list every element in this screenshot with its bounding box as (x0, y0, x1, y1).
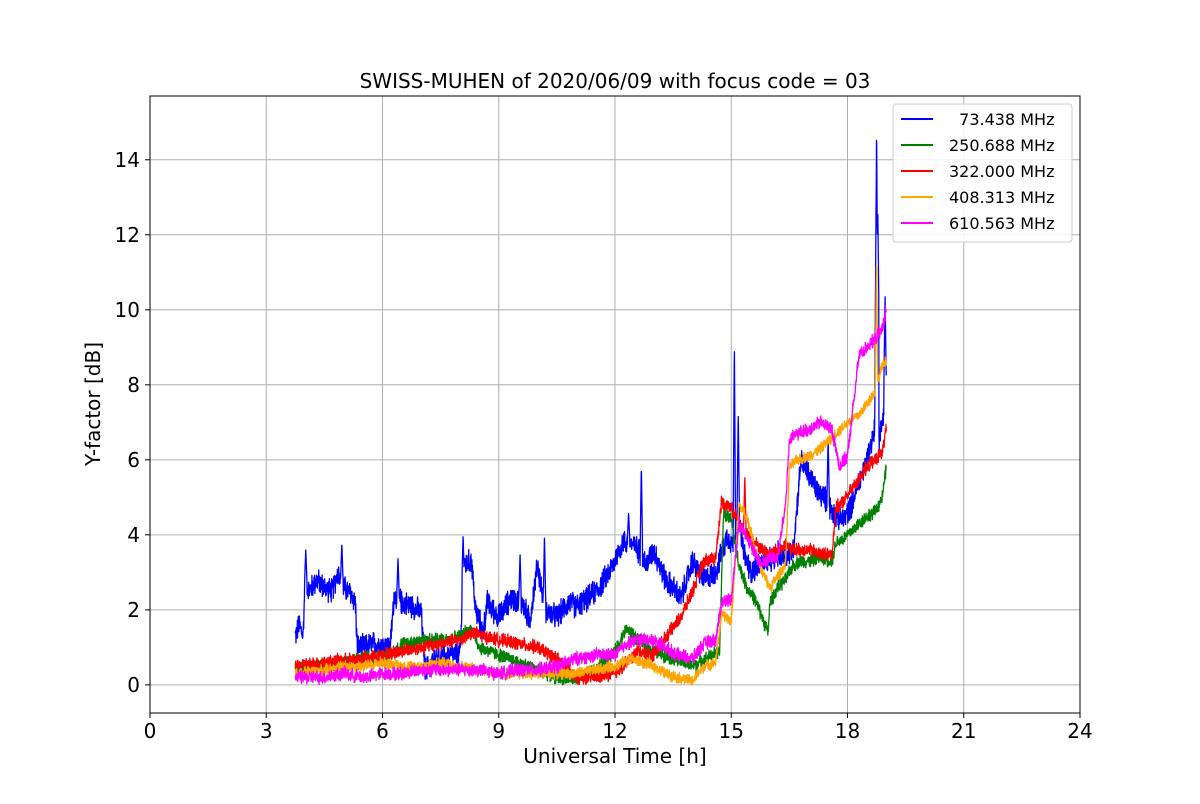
x-tick-label: 15 (719, 719, 744, 743)
legend-label-4: 610.563 MHz (949, 214, 1054, 233)
x-axis-label: Universal Time [h] (523, 744, 706, 768)
y-tick-label: 14 (115, 148, 140, 172)
y-tick-label: 0 (127, 673, 140, 697)
legend-label-2: 322.000 MHz (949, 162, 1054, 181)
legend: 73.438 MHz 250.688 MHz 322.000 MHz 408.313 … (892, 103, 1073, 243)
x-tick-label: 21 (951, 719, 976, 743)
legend-label-1: 250.688 MHz (949, 136, 1054, 155)
y-tick-label: 10 (115, 298, 140, 322)
series-line-0 (294, 139, 887, 680)
x-tick-label: 0 (144, 719, 157, 743)
y-tick-label: 6 (127, 448, 140, 472)
chart-title: SWISS-MUHEN of 2020/06/09 with focus cod… (360, 69, 871, 93)
x-tick-label: 3 (260, 719, 273, 743)
series-line-2 (294, 423, 887, 685)
y-axis-label: Y-factor [dB] (81, 342, 105, 467)
x-tick-label: 6 (376, 719, 389, 743)
x-tick-label: 24 (1067, 719, 1092, 743)
y-tick-label: 8 (127, 373, 140, 397)
legend-label-0: 73.438 MHz (949, 110, 1054, 129)
series-line-3 (294, 265, 887, 686)
y-tick-label: 4 (127, 523, 140, 547)
x-tick-label: 9 (492, 719, 505, 743)
x-tick-label: 12 (602, 719, 627, 743)
plot-lines (294, 139, 887, 686)
series-line-4 (294, 305, 887, 686)
legend-label-3: 408.313 MHz (949, 188, 1054, 207)
y-tick-label: 2 (127, 598, 140, 622)
x-tick-label: 18 (835, 719, 860, 743)
legend-box (892, 103, 1073, 243)
y-tick-label: 12 (115, 223, 140, 247)
